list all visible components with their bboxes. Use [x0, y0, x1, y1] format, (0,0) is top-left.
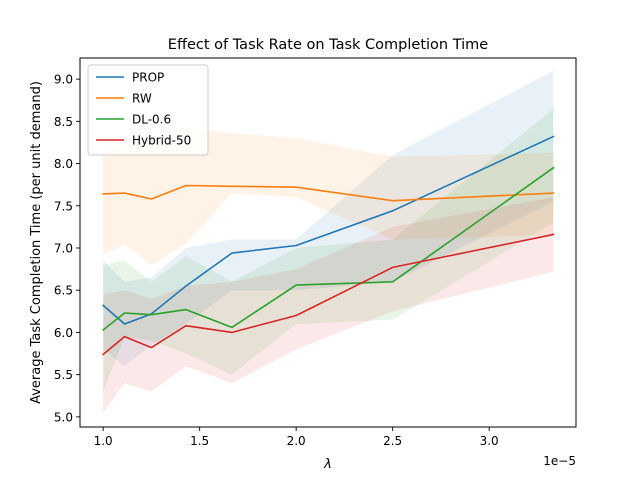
x-tick-label: 1.0: [94, 434, 113, 448]
line-rw: [102, 184, 555, 202]
legend-label-dl-0-6: DL-0.6: [132, 113, 171, 127]
x-tick-label: 2.5: [383, 434, 402, 448]
y-tick-label: 5.5: [54, 368, 73, 382]
x-tick-label: 1.5: [190, 434, 209, 448]
y-tick-label: 7.0: [54, 241, 73, 255]
band-hybrid-50: [103, 197, 554, 413]
legend-label-hybrid-50: Hybrid-50: [132, 134, 191, 148]
x-tick-label: 2.0: [287, 434, 306, 448]
legend: PROP RW DL-0.6 Hybrid-50: [87, 64, 209, 156]
series-lines: [102, 135, 555, 356]
y-axis-ticks: 5.0 5.5 6.0 6.5 7.0 7.5 8.0 8.5 9.0: [54, 73, 80, 424]
x-tick-label: 3.0: [480, 434, 499, 448]
confidence-bands: [103, 70, 554, 413]
legend-label-prop: PROP: [132, 71, 164, 85]
y-axis-label: Average Task Completion Time (per unit d…: [29, 81, 44, 404]
line-prop: [102, 135, 555, 325]
y-tick-label: 7.5: [54, 199, 73, 213]
x-axis-label: λ: [323, 457, 332, 472]
y-tick-label: 8.0: [54, 157, 73, 171]
chart-title: Effect of Task Rate on Task Completion T…: [168, 37, 488, 53]
y-tick-label: 8.5: [54, 115, 73, 129]
legend-label-rw: RW: [132, 92, 152, 106]
y-tick-label: 6.5: [54, 284, 73, 298]
plot-area-frame: [79, 57, 577, 428]
x-axis-ticks: 1.0 1.5 2.0 2.5 3.0: [94, 427, 499, 448]
y-tick-label: 5.0: [54, 410, 73, 424]
y-tick-label: 9.0: [54, 73, 73, 87]
band-rw: [103, 128, 554, 265]
line-hybrid-50: [102, 233, 555, 356]
x-axis-offset-text: 1e−5: [543, 454, 576, 468]
band-prop: [103, 70, 554, 367]
line-dl-0-6: [102, 166, 555, 332]
y-tick-label: 6.0: [54, 326, 73, 340]
legend-box: [87, 64, 209, 156]
